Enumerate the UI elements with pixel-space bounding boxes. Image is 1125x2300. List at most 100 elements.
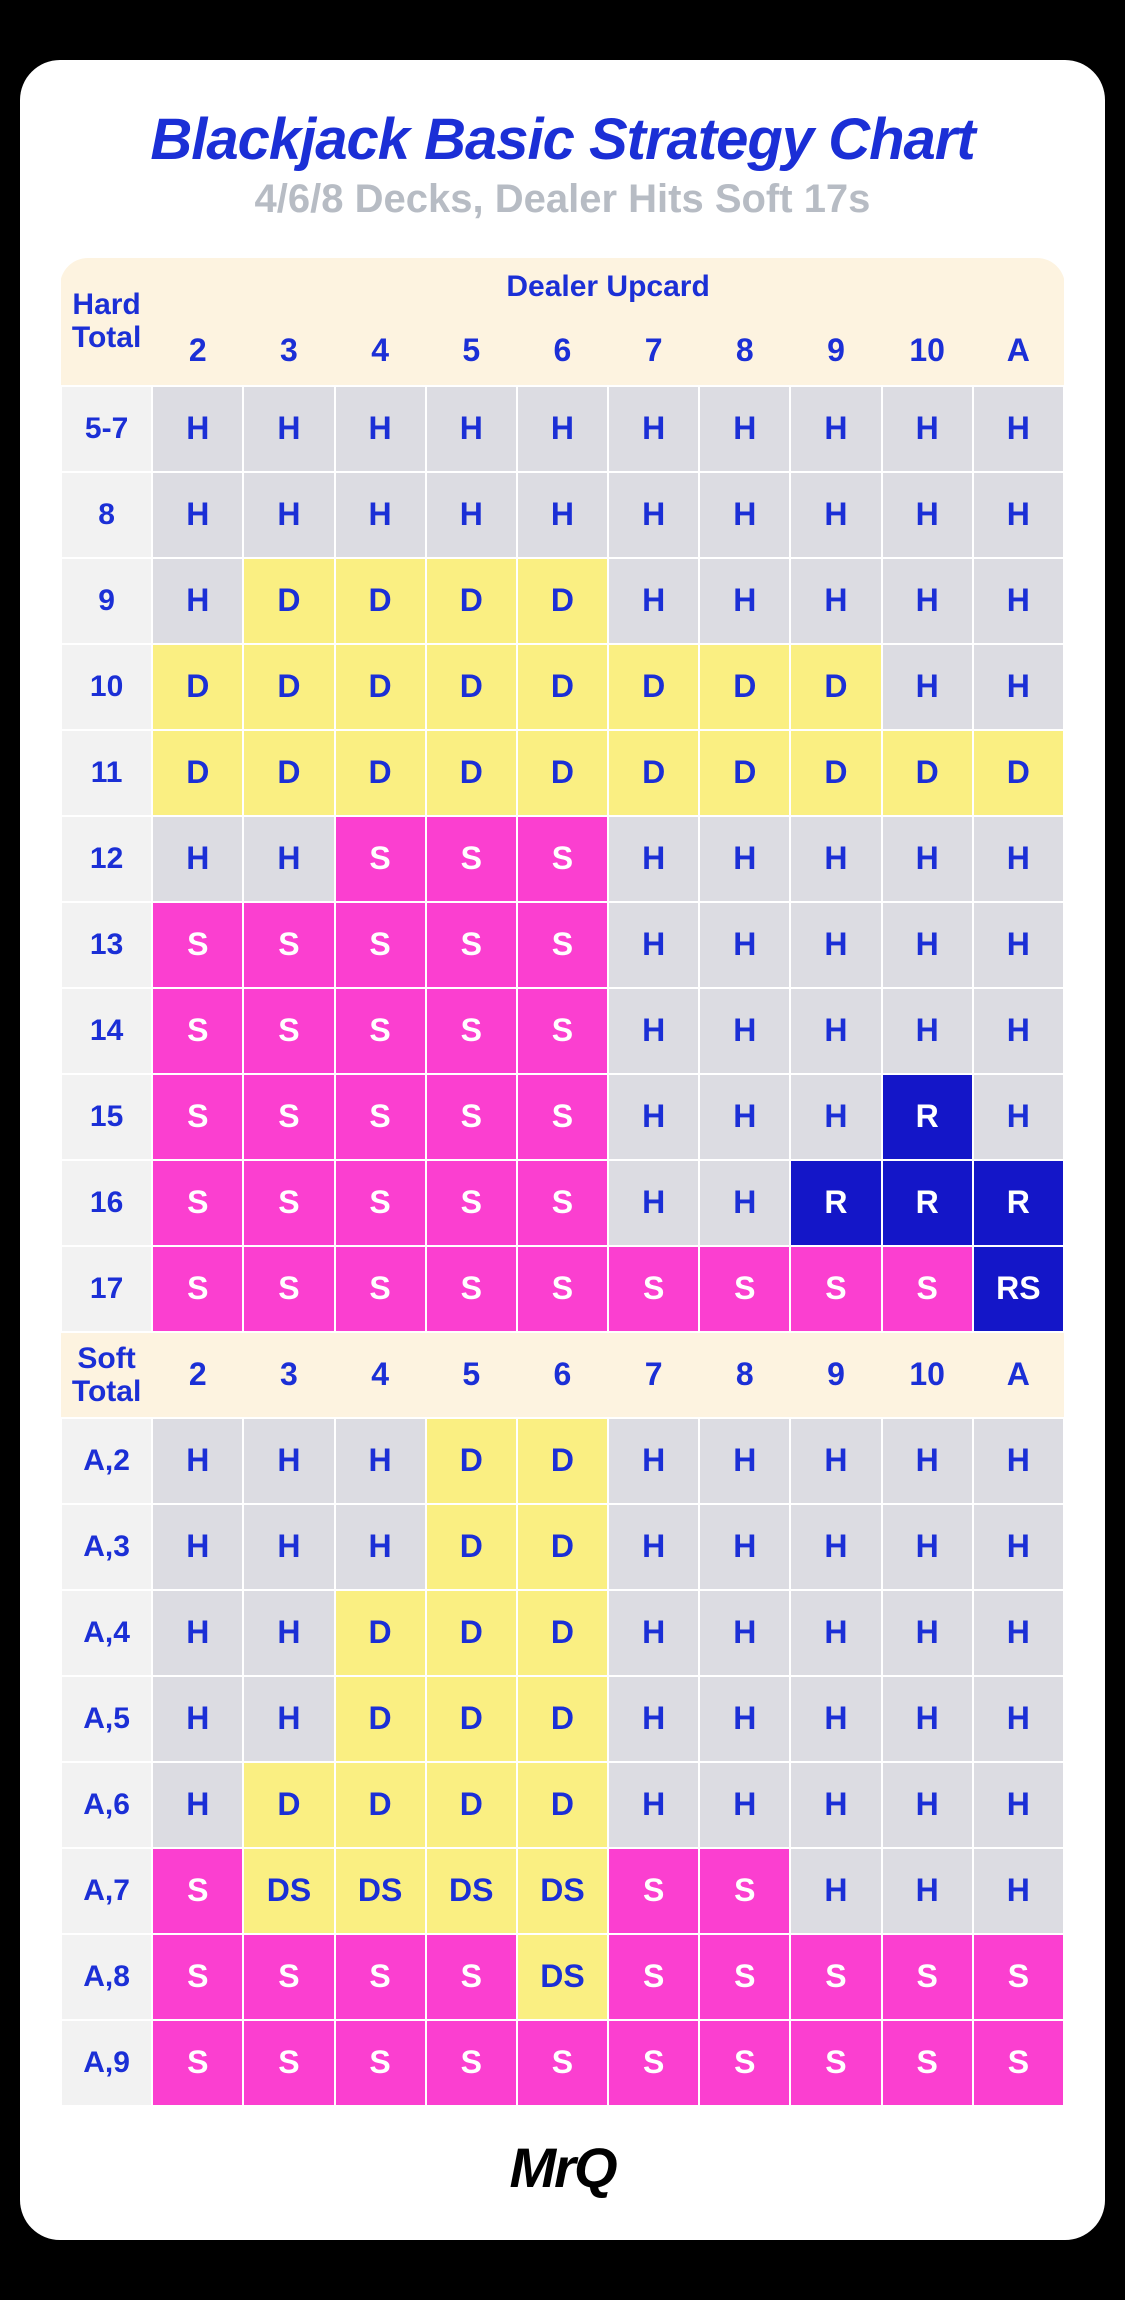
section-label: Soft Total: [61, 1332, 152, 1418]
strategy-cell: D: [243, 730, 334, 816]
strategy-cell: S: [882, 1934, 973, 2020]
dealer-col-8: 8: [699, 316, 790, 386]
strategy-cell: DS: [517, 1848, 608, 1934]
strategy-cell: D: [243, 1762, 334, 1848]
strategy-cell: R: [973, 1160, 1064, 1246]
strategy-cell: S: [335, 1074, 426, 1160]
strategy-cell: DS: [426, 1848, 517, 1934]
strategy-cell: S: [243, 988, 334, 1074]
strategy-cell: H: [973, 1418, 1064, 1504]
strategy-table: Hard TotalDealer Upcard2345678910A5-7HHH…: [60, 258, 1065, 2107]
strategy-cell: S: [152, 2020, 243, 2106]
strategy-cell: H: [152, 1590, 243, 1676]
strategy-cell: H: [243, 1676, 334, 1762]
strategy-cell: H: [608, 816, 699, 902]
dealer-col-4: 4: [335, 316, 426, 386]
strategy-cell: H: [608, 1762, 699, 1848]
strategy-cell: RS: [973, 1246, 1064, 1332]
strategy-cell: S: [882, 1246, 973, 1332]
strategy-cell: H: [790, 816, 881, 902]
dealer-col-10: 10: [882, 316, 973, 386]
strategy-cell: H: [699, 1590, 790, 1676]
strategy-cell: D: [790, 644, 881, 730]
strategy-cell: S: [152, 1246, 243, 1332]
strategy-cell: S: [426, 1934, 517, 2020]
strategy-cell: D: [517, 644, 608, 730]
strategy-cell: R: [882, 1160, 973, 1246]
strategy-cell: H: [608, 1074, 699, 1160]
strategy-cell: D: [426, 730, 517, 816]
strategy-cell: H: [882, 902, 973, 988]
row-label: 5-7: [61, 386, 152, 472]
strategy-cell: S: [152, 1160, 243, 1246]
strategy-cell: D: [426, 1676, 517, 1762]
strategy-cell: D: [243, 644, 334, 730]
dealer-col-8: 8: [699, 1332, 790, 1418]
strategy-card: Blackjack Basic Strategy Chart 4/6/8 Dec…: [20, 60, 1105, 2240]
strategy-cell: S: [243, 1246, 334, 1332]
strategy-cell: R: [790, 1160, 881, 1246]
strategy-cell: S: [973, 1934, 1064, 2020]
strategy-cell: H: [790, 902, 881, 988]
strategy-cell: S: [243, 1074, 334, 1160]
strategy-cell: S: [699, 1246, 790, 1332]
strategy-cell: S: [335, 988, 426, 1074]
strategy-cell: D: [517, 1418, 608, 1504]
strategy-cell: D: [517, 1504, 608, 1590]
strategy-cell: H: [608, 472, 699, 558]
strategy-cell: H: [608, 558, 699, 644]
strategy-cell: H: [517, 386, 608, 472]
row-label: 13: [61, 902, 152, 988]
strategy-cell: D: [152, 644, 243, 730]
strategy-cell: H: [426, 472, 517, 558]
strategy-cell: S: [335, 1160, 426, 1246]
strategy-cell: H: [243, 1504, 334, 1590]
strategy-cell: H: [882, 988, 973, 1074]
strategy-cell: D: [426, 558, 517, 644]
strategy-cell: H: [973, 1074, 1064, 1160]
dealer-col-6: 6: [517, 1332, 608, 1418]
strategy-cell: D: [517, 730, 608, 816]
strategy-cell: H: [882, 1418, 973, 1504]
strategy-cell: H: [608, 386, 699, 472]
strategy-cell: S: [608, 1848, 699, 1934]
strategy-cell: H: [973, 902, 1064, 988]
strategy-cell: D: [426, 1590, 517, 1676]
row-label: 11: [61, 730, 152, 816]
strategy-cell: H: [699, 988, 790, 1074]
strategy-cell: S: [973, 2020, 1064, 2106]
row-label: A,3: [61, 1504, 152, 1590]
strategy-cell: S: [335, 1934, 426, 2020]
strategy-cell: H: [790, 1074, 881, 1160]
strategy-cell: D: [973, 730, 1064, 816]
strategy-cell: H: [699, 816, 790, 902]
strategy-cell: H: [790, 1590, 881, 1676]
row-label: 16: [61, 1160, 152, 1246]
row-label: 14: [61, 988, 152, 1074]
strategy-cell: H: [699, 386, 790, 472]
strategy-cell: H: [243, 1418, 334, 1504]
strategy-cell: S: [243, 2020, 334, 2106]
row-label: A,7: [61, 1848, 152, 1934]
dealer-col-5: 5: [426, 316, 517, 386]
strategy-cell: H: [699, 1762, 790, 1848]
strategy-cell: H: [608, 1418, 699, 1504]
dealer-col-2: 2: [152, 316, 243, 386]
strategy-cell: H: [243, 816, 334, 902]
strategy-cell: S: [790, 1246, 881, 1332]
dealer-col-6: 6: [517, 316, 608, 386]
dealer-col-4: 4: [335, 1332, 426, 1418]
dealer-col-5: 5: [426, 1332, 517, 1418]
strategy-cell: H: [335, 1418, 426, 1504]
strategy-cell: H: [973, 1762, 1064, 1848]
strategy-cell: S: [426, 902, 517, 988]
strategy-cell: D: [335, 1590, 426, 1676]
strategy-cell: H: [882, 1762, 973, 1848]
row-label: A,5: [61, 1676, 152, 1762]
strategy-cell: H: [517, 472, 608, 558]
dealer-col-3: 3: [243, 1332, 334, 1418]
strategy-cell: S: [243, 1160, 334, 1246]
strategy-cell: S: [517, 988, 608, 1074]
strategy-cell: H: [426, 386, 517, 472]
section-label: Hard Total: [61, 258, 152, 386]
